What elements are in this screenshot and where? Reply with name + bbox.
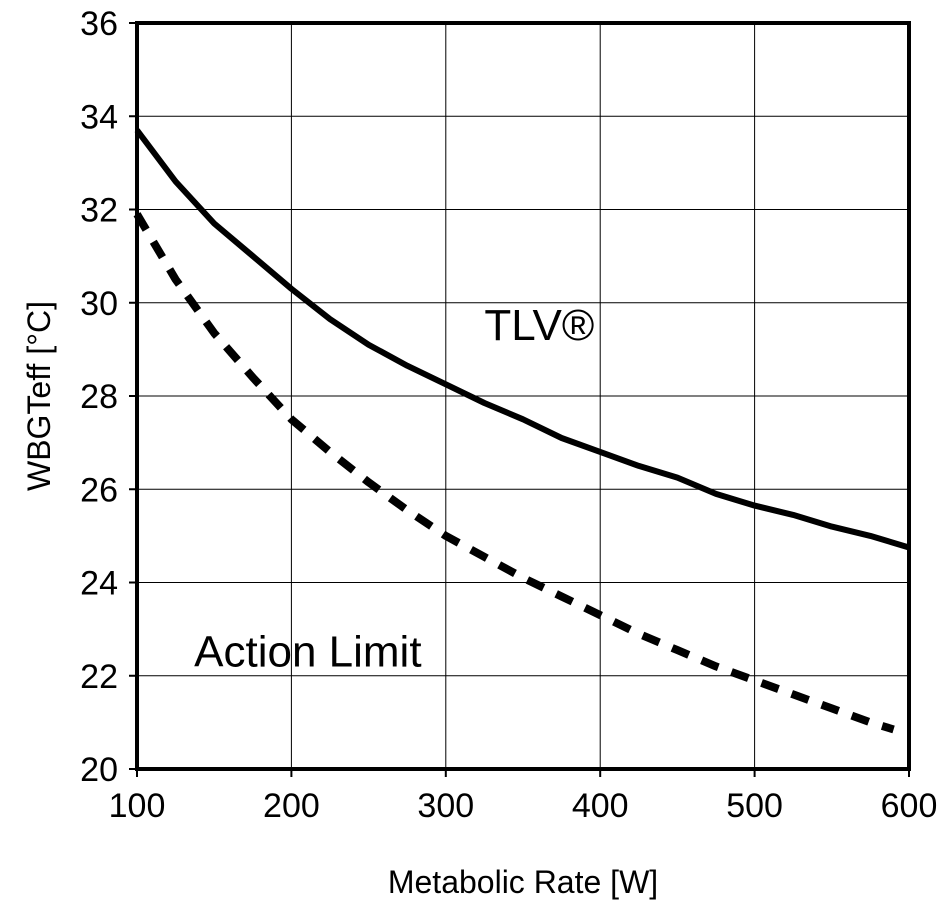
tick-labels: 100 200 300 400 500 600 20 22 24 26 28 30 32 34 36: [80, 5, 937, 825]
y-tick-label: 30: [80, 285, 118, 323]
y-tick-label: 36: [80, 5, 118, 43]
x-tick-label: 600: [881, 787, 938, 825]
x-tick-label: 300: [417, 787, 474, 825]
y-tick-label: 32: [80, 192, 118, 230]
y-tick-label: 28: [80, 378, 118, 416]
y-tick-label: 26: [80, 471, 118, 509]
annotation-label: Action Limit: [194, 627, 421, 676]
x-tick-label: 400: [572, 787, 629, 825]
x-axis-title: Metabolic Rate [W]: [388, 864, 658, 900]
y-tick-label: 20: [80, 751, 118, 789]
y-axis-title: WBGTeff [°C]: [21, 301, 57, 491]
x-tick-label: 200: [263, 787, 320, 825]
y-tick-label: 34: [80, 98, 118, 136]
x-tick-label: 100: [109, 787, 166, 825]
tlv-line: [134, 128, 910, 551]
x-tick-label: 500: [726, 787, 783, 825]
annotations: TLV® Action Limit: [194, 301, 594, 676]
y-tick-label: 22: [80, 658, 118, 696]
y-tick-label: 24: [80, 565, 118, 603]
annotation-label: TLV®: [484, 301, 594, 350]
series-layer: [133, 128, 910, 734]
